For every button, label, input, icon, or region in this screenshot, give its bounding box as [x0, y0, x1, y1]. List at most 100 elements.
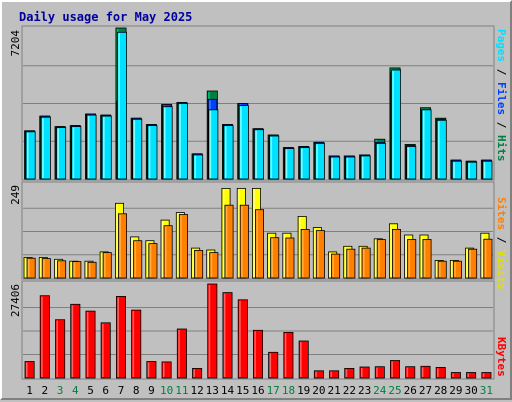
bar-pages-day-28: [436, 119, 447, 180]
bar-sites-day-26: [407, 239, 417, 279]
bar-kbytes-day-16: [252, 329, 263, 379]
bar-highlight-kbytes-day-4: [71, 305, 74, 377]
bar-highlight-kbytes-day-2: [41, 296, 43, 377]
bar-highlight-pages-day-30: [468, 163, 470, 178]
bar-pages-day-4: [71, 126, 82, 180]
bar-pages-day-31: [482, 160, 493, 180]
x-axis-day-labels: 1 2 3 4 5 6 7 8 9 10 11 12 13 14 15 16 17 18 19 20 21 22 23 24 2…: [26, 384, 493, 397]
bar-highlight-visits-day-27: [420, 236, 423, 277]
bar-highlight-kbytes-day-26: [406, 367, 409, 377]
legend-separator: /: [495, 122, 508, 135]
bar-kbytes-day-11: [176, 328, 187, 379]
bar-highlight-kbytes-day-22: [345, 369, 348, 377]
day-label-26: 26: [404, 384, 417, 397]
bar-highlight-sites-day-10: [165, 226, 167, 277]
bar-highlight-pages-day-29: [453, 162, 455, 178]
bar-highlight-sites-day-25: [393, 230, 395, 277]
bar-highlight-kbytes-day-1: [26, 362, 28, 377]
day-label-15: 15: [236, 384, 249, 397]
day-label-3: 3: [57, 384, 64, 397]
bar-pages-day-23: [360, 155, 371, 180]
bar-highlight-pages-day-15: [240, 106, 242, 178]
bar-highlight-pages-day-19: [301, 148, 303, 178]
bar-highlight-kbytes-day-14: [223, 293, 226, 377]
bar-highlight-visits-day-1: [25, 258, 27, 277]
bar-highlight-kbytes-day-8: [132, 311, 135, 377]
bar-highlight-kbytes-day-29: [452, 373, 454, 377]
day-label-1: 1: [26, 384, 33, 397]
bar-sites-day-17: [270, 237, 280, 279]
bar-kbytes-day-22: [344, 367, 355, 379]
bar-pages-day-27: [421, 109, 432, 180]
bar-kbytes-day-19: [298, 340, 309, 379]
bar-highlight-visits-day-25: [390, 224, 392, 277]
bar-highlight-pages-day-6: [103, 117, 105, 178]
bar-highlight-pages-day-25: [392, 71, 394, 178]
day-label-16: 16: [251, 384, 264, 397]
bar-sites-day-20: [315, 230, 325, 279]
bar-highlight-kbytes-day-24: [376, 367, 378, 377]
bar-highlight-visits-day-14: [222, 189, 225, 277]
bar-highlight-sites-day-1: [28, 259, 30, 277]
bar-sites-day-31: [483, 238, 493, 279]
bar-highlight-sites-day-6: [104, 253, 106, 277]
day-label-23: 23: [358, 384, 371, 397]
bar-kbytes-day-17: [268, 351, 279, 379]
bar-highlight-sites-day-17: [271, 238, 274, 277]
bar-highlight-pages-day-10: [164, 107, 166, 178]
bar-kbytes-day-31: [481, 372, 492, 379]
bar-highlight-kbytes-day-23: [361, 368, 363, 377]
bar-highlight-kbytes-day-18: [284, 333, 287, 377]
bar-kbytes-day-4: [70, 303, 81, 379]
bar-sites-day-21: [331, 253, 341, 279]
bar-highlight-sites-day-23: [363, 249, 365, 277]
bar-pages-day-14: [223, 125, 234, 180]
bar-pages-day-26: [406, 146, 417, 180]
bar-pages-day-29: [451, 160, 462, 180]
bar-sites-day-30: [468, 248, 478, 279]
bars-visits-sites: [23, 187, 493, 279]
bar-highlight-pages-day-12: [194, 155, 196, 178]
bar-sites-day-1: [26, 257, 36, 279]
bar-highlight-sites-day-15: [241, 206, 243, 277]
bar-highlight-visits-day-12: [192, 249, 194, 277]
bar-sites-day-12: [194, 249, 204, 279]
bar-highlight-pages-day-20: [316, 144, 318, 178]
bar-highlight-pages-day-26: [407, 147, 410, 178]
legend-sites: Sites: [495, 197, 508, 230]
day-label-24: 24: [373, 384, 387, 397]
legend-separator: /: [495, 69, 508, 82]
y-max-label-hits: 7204: [9, 30, 22, 57]
bar-highlight-sites-day-31: [484, 240, 487, 277]
day-label-25: 25: [388, 384, 401, 397]
bar-sites-day-15: [239, 204, 249, 279]
bar-kbytes-day-13: [207, 283, 218, 379]
bar-highlight-visits-day-18: [283, 234, 286, 277]
bar-highlight-visits-day-8: [131, 237, 134, 277]
bar-sites-day-5: [87, 261, 97, 279]
bar-kbytes-day-12: [192, 367, 203, 379]
bar-pages-day-5: [86, 114, 97, 180]
bar-sites-day-19: [300, 228, 310, 279]
y-max-label-kbytes: 27406: [9, 284, 22, 317]
bar-highlight-kbytes-day-30: [467, 373, 469, 377]
bar-kbytes-day-24: [374, 366, 385, 379]
bar-pages-day-1: [25, 131, 36, 180]
bar-pages-day-11: [177, 103, 188, 180]
day-label-22: 22: [343, 384, 356, 397]
bar-highlight-sites-day-24: [378, 240, 380, 277]
day-label-19: 19: [297, 384, 310, 397]
bar-sites-day-11: [178, 214, 188, 279]
bar-highlight-pages-day-1: [27, 132, 29, 178]
bar-highlight-pages-day-4: [72, 127, 75, 178]
bar-kbytes-day-20: [313, 370, 324, 379]
chart-title: Daily usage for May 2025: [19, 10, 192, 24]
legend-separator: /: [495, 237, 508, 250]
day-label-4: 4: [72, 384, 79, 397]
bar-highlight-visits-day-3: [55, 260, 57, 277]
bar-pages-day-6: [101, 115, 112, 180]
day-label-30: 30: [465, 384, 478, 397]
legend-pages: Pages: [495, 29, 508, 62]
bar-highlight-visits-day-30: [466, 249, 468, 277]
day-label-5: 5: [87, 384, 94, 397]
